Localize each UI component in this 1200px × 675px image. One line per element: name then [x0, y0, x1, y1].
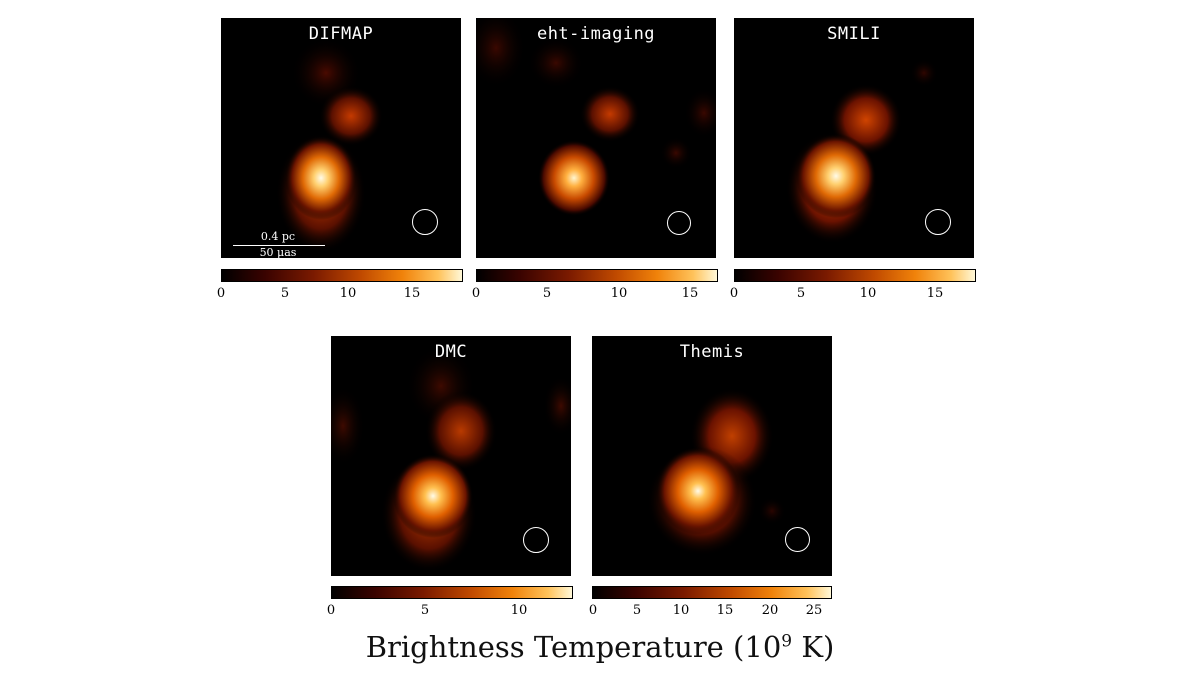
tick-label: 10: [339, 286, 357, 301]
tick-label: 15: [926, 286, 944, 301]
colorbar-smili: [734, 269, 976, 282]
tick-label: 15: [716, 603, 734, 618]
eht-imaging-image: [476, 18, 716, 216]
tick-label: 0: [588, 603, 598, 618]
tick-label: 20: [761, 603, 779, 618]
beam-circle: [412, 209, 438, 235]
scale-bar-bottom-label: 50 μas: [259, 246, 297, 258]
difmap-image: [276, 38, 383, 253]
colorbar-eht-imaging: [476, 269, 718, 282]
tick-label: 0: [326, 603, 336, 618]
panel-title: DIFMAP: [308, 24, 374, 44]
tick-label: 25: [805, 603, 823, 618]
colorbar-axis-label: Brightness Temperature (109 K): [0, 630, 1200, 664]
tick-label: 0: [471, 286, 481, 301]
beam-circle: [523, 527, 549, 553]
panel-title: DMC: [434, 342, 468, 362]
tick-label: 5: [280, 286, 290, 301]
themis-image: [647, 388, 786, 556]
tick-label: 5: [420, 603, 430, 618]
xlabel-unit: K): [792, 630, 835, 664]
panel-title: eht-imaging: [536, 24, 656, 44]
tick-label: 15: [681, 286, 699, 301]
tick-label: 10: [859, 286, 877, 301]
scale-bar: [233, 245, 325, 246]
colorbar-dmc: [331, 586, 573, 599]
image-panel-themis: Themis: [592, 336, 832, 576]
beam-circle: [785, 527, 810, 552]
beam-circle: [667, 211, 691, 235]
smili-image: [786, 59, 938, 244]
dmc-image: [331, 346, 571, 572]
colorbar-difmap: [221, 269, 463, 282]
tick-label: 15: [403, 286, 421, 301]
image-panel-difmap: DIFMAP 0.4 pc 50 μas: [221, 18, 461, 258]
tick-label: 10: [510, 603, 528, 618]
image-panel-dmc: DMC: [331, 336, 571, 576]
tick-label: 0: [216, 286, 226, 301]
panel-title: Themis: [679, 342, 745, 362]
scale-bar-top-label: 0.4 pc: [260, 230, 296, 243]
beam-circle: [925, 209, 951, 235]
image-panel-eht-imaging: eht-imaging: [476, 18, 716, 258]
panel-title: SMILI: [827, 24, 881, 44]
image-panel-smili: SMILI: [734, 18, 974, 258]
tick-label: 0: [729, 286, 739, 301]
tick-label: 5: [796, 286, 806, 301]
xlabel-exponent: 9: [781, 631, 793, 652]
tick-label: 5: [632, 603, 642, 618]
xlabel-main: Brightness Temperature (10: [365, 630, 782, 664]
tick-label: 10: [610, 286, 628, 301]
colorbar-themis: [592, 586, 832, 599]
tick-label: 5: [542, 286, 552, 301]
tick-label: 10: [672, 603, 690, 618]
